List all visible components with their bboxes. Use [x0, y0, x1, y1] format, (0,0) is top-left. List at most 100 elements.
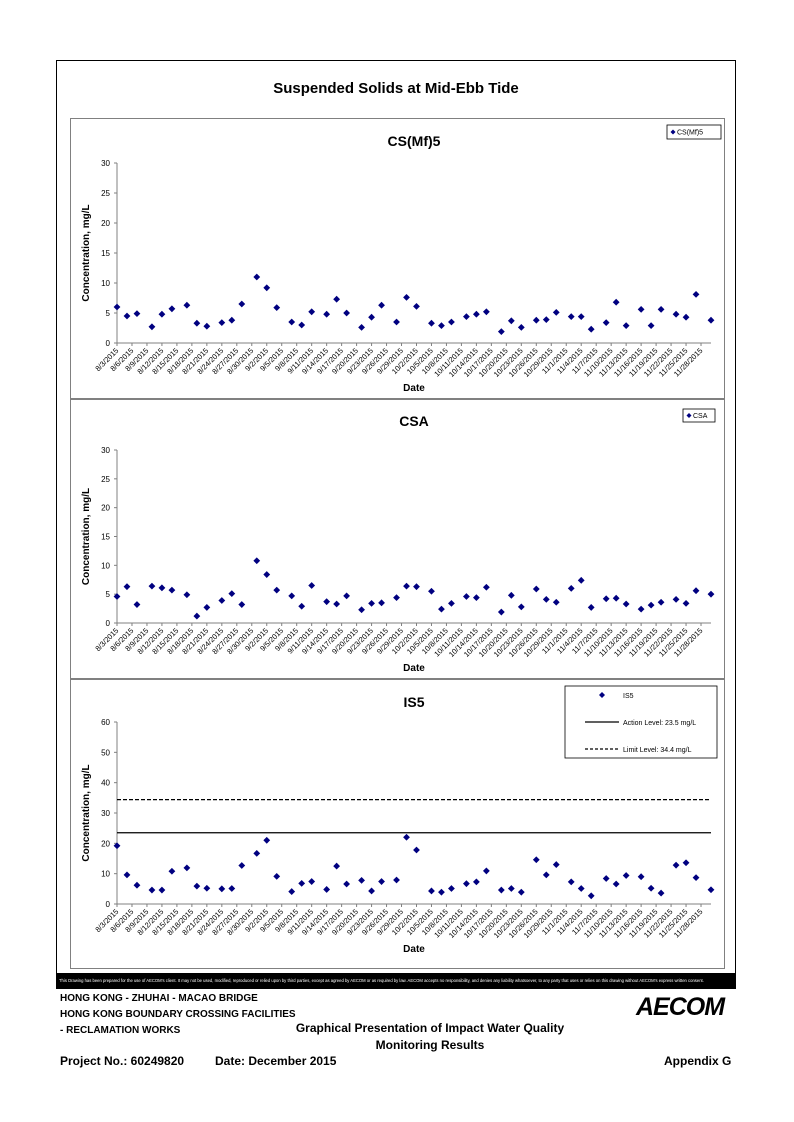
- data-point: [707, 316, 715, 324]
- data-point: [168, 867, 176, 875]
- y-tick-label: 60: [101, 718, 110, 727]
- data-point: [552, 598, 560, 606]
- data-point: [378, 599, 385, 607]
- legend-box: [682, 408, 716, 423]
- data-point: [707, 886, 715, 894]
- data-point: [323, 310, 331, 318]
- chart-csa: CSA 0 5 10 15 20 25 30 Concentration, mg/L 8/3/20…: [70, 399, 725, 679]
- data-point: [218, 885, 226, 893]
- data-point: [298, 321, 306, 329]
- data-point: [228, 590, 236, 597]
- y-tick-label: 20: [101, 839, 110, 848]
- data-point: [323, 886, 331, 893]
- data-point: [393, 876, 400, 884]
- project-line-2: HONG KONG BOUNDARY CROSSING FACILITIES: [60, 1009, 296, 1020]
- data-point: [482, 583, 490, 591]
- data-point: [368, 887, 375, 895]
- data-point: [113, 842, 121, 850]
- data-point: [428, 887, 435, 895]
- data-point: [672, 310, 680, 318]
- data-point: [507, 591, 515, 599]
- project-number: Project No.: 60249820: [60, 1054, 185, 1068]
- data-point: [158, 310, 166, 318]
- data-point: [403, 294, 410, 301]
- data-point: [183, 591, 191, 599]
- data-point: [228, 885, 236, 892]
- data-point: [403, 833, 410, 841]
- data-point: [637, 605, 645, 613]
- data-point: [203, 604, 211, 611]
- data-point: [497, 328, 505, 335]
- project-line-3: - RECLAMATION WORKS: [60, 1025, 181, 1036]
- data-point: [168, 586, 176, 594]
- x-axis-label: Date: [403, 944, 425, 955]
- data-point: [428, 319, 435, 327]
- data-point: [413, 583, 420, 591]
- data-point: [428, 587, 435, 595]
- data-point: [393, 594, 400, 602]
- data-point: [343, 309, 351, 317]
- data-point: [133, 601, 141, 608]
- data-point: [113, 593, 121, 600]
- data-point: [263, 836, 271, 844]
- data-point: [637, 873, 645, 881]
- y-tick-label: 50: [101, 748, 110, 757]
- data-point: [463, 880, 470, 888]
- data-point: [622, 322, 630, 329]
- data-point: [378, 301, 385, 309]
- data-point: [148, 582, 156, 590]
- project-line-1: HONG KONG - ZHUHAI - MACAO BRIDGE: [60, 993, 258, 1004]
- data-point: [263, 284, 271, 292]
- data-point: [552, 309, 560, 316]
- aecom-logo: AECOM: [636, 993, 725, 1021]
- data-point: [657, 598, 665, 606]
- data-point: [358, 606, 365, 614]
- data-point: [647, 601, 655, 609]
- data-point: [692, 587, 700, 595]
- data-point: [273, 304, 281, 311]
- chart-is5: IS5 0 10 20 30 40 50 60 Concentration, mg/L 8/3/2…: [70, 679, 725, 969]
- data-point: [308, 308, 316, 316]
- data-point: [577, 885, 585, 892]
- data-point: [542, 871, 550, 879]
- data-point: [647, 884, 655, 892]
- y-tick-label: 10: [101, 279, 110, 288]
- data-point: [343, 592, 351, 600]
- y-tick-label: 10: [101, 561, 110, 570]
- data-point: [438, 605, 445, 613]
- data-point: [403, 582, 410, 590]
- data-point: [472, 878, 480, 886]
- data-point: [567, 878, 575, 886]
- data-point: [532, 585, 540, 593]
- chart-csmf5: CS(Mf)5 0 5 10 15 20 25 30 Concentration, mg/L 8/…: [70, 118, 725, 399]
- data-point: [228, 316, 236, 324]
- data-point: [517, 324, 525, 331]
- data-point: [482, 308, 490, 316]
- data-point: [148, 886, 156, 894]
- legend-label: Action Level: 23.5 mg/L: [623, 720, 696, 727]
- subtitle-line-2: Monitoring Results: [375, 1038, 485, 1052]
- data-point: [273, 872, 281, 880]
- data-point: [253, 273, 261, 281]
- data-point: [203, 884, 211, 892]
- data-point: [507, 885, 515, 892]
- y-tick-label: 5: [106, 590, 111, 599]
- data-point: [123, 583, 131, 591]
- data-point: [273, 586, 281, 594]
- data-point: [577, 576, 585, 584]
- data-point: [622, 600, 630, 608]
- y-tick-label: 0: [106, 900, 111, 909]
- data-point: [657, 889, 665, 897]
- disclaimer-bar: This Drawing has been prepared for the u…: [56, 973, 736, 989]
- data-point: [472, 594, 480, 602]
- legend-label: IS5: [623, 693, 634, 700]
- data-point: [413, 846, 420, 854]
- data-point: [158, 886, 166, 894]
- data-point: [517, 603, 525, 611]
- data-point: [448, 599, 455, 607]
- data-point: [497, 886, 505, 894]
- data-point: [203, 322, 211, 330]
- data-point: [323, 598, 331, 606]
